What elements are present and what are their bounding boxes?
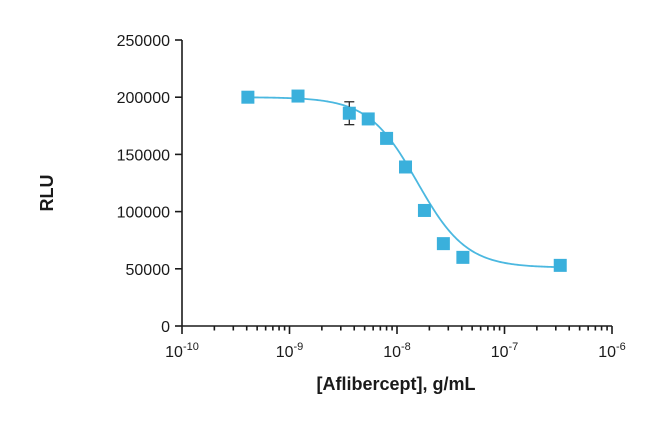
- data-point-4: [380, 131, 394, 145]
- y-axis-title: RLU: [37, 175, 57, 212]
- data-point-5: [399, 160, 413, 174]
- y-tick-label-4: 200000: [117, 90, 170, 107]
- data-point-7: [436, 237, 450, 251]
- data-point-8: [456, 250, 470, 264]
- x-tick-label-0: 10-10: [165, 341, 199, 361]
- y-tick-label-1: 50000: [126, 262, 171, 279]
- data-point-0: [241, 90, 255, 104]
- data-point-2: [342, 106, 356, 120]
- y-axis: 0 50000 100000 150000 200000 250000: [117, 33, 183, 336]
- data-point-9: [553, 258, 567, 272]
- y-tick-label-0: 0: [161, 319, 170, 336]
- y-tick-label-3: 150000: [117, 147, 170, 164]
- data-point-6: [417, 203, 431, 217]
- data-point-1: [291, 89, 305, 103]
- x-tick-label-1: 10-9: [276, 341, 304, 361]
- x-axis-title: [Aflibercept], g/mL: [316, 374, 475, 394]
- x-axis: 10-10 10-9 10-8 10-7 10-6: [165, 325, 626, 361]
- y-tick-label-2: 100000: [117, 205, 170, 222]
- x-tick-label-2: 10-8: [383, 341, 411, 361]
- x-tick-label-3: 10-7: [491, 341, 519, 361]
- data-point-3: [361, 112, 375, 126]
- plot-area: [241, 89, 567, 272]
- x-tick-label-4: 10-6: [598, 341, 626, 361]
- fit-curve: [247, 96, 561, 269]
- y-tick-label-5: 250000: [117, 33, 170, 50]
